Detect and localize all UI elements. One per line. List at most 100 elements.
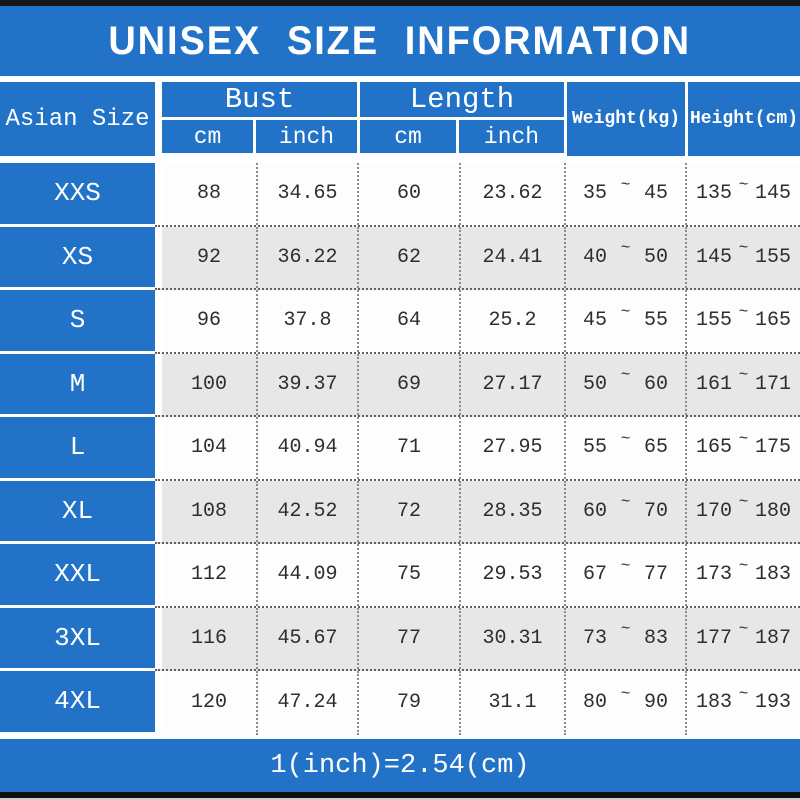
weight-min: 50 [583, 372, 608, 396]
top-frame-bar [0, 0, 800, 6]
height-range-cell: 165 ~175 [685, 417, 800, 479]
table-header: Asian Size Bust cm inch Length cm inch W… [0, 82, 800, 156]
weight-max: 50 [643, 245, 668, 269]
header-bust-cm: cm [162, 120, 256, 153]
length-cm-cell: 79 [357, 671, 459, 735]
bust-inch-cell: 34.65 [256, 163, 357, 225]
length-inch-cell: 30.31 [459, 607, 564, 669]
header-bust-label: Bust [162, 82, 357, 120]
table-row: XXL 112 44.09 75 29.53 67 ~77 173 ~183 [0, 544, 800, 608]
header-length-label: Length [360, 82, 564, 120]
bust-inch-cell: 40.94 [256, 417, 357, 479]
row-data: 112 44.09 75 29.53 67 ~77 173 ~183 [155, 544, 800, 608]
weight-min: 67 [583, 563, 608, 587]
tilde-glyph: ~ [620, 684, 631, 703]
height-range-cell: 170 ~180 [685, 480, 800, 542]
height-max: 145 [754, 182, 791, 206]
length-cm-cell: 71 [357, 417, 459, 479]
header-length-cm: cm [360, 120, 459, 153]
length-cm-cell: 62 [357, 226, 459, 288]
length-cm-cell: 77 [357, 607, 459, 669]
header-bust-subrow: cm inch [162, 120, 357, 153]
length-inch-cell: 28.35 [459, 480, 564, 542]
height-max: 180 [754, 499, 791, 523]
height-min: 161 [696, 372, 733, 396]
length-inch-cell: 24.41 [459, 226, 564, 288]
column-gap [155, 671, 162, 735]
bust-cm-cell: 96 [196, 309, 221, 333]
row-data: 92 36.22 62 24.41 40 ~50 145 ~155 [155, 226, 800, 290]
conversion-note: 1(inch)=2.54(cm) [270, 750, 530, 781]
weight-min: 40 [583, 245, 608, 269]
size-cell: XXL [0, 544, 155, 608]
header-asian-size: Asian Size [0, 82, 155, 156]
height-min: 135 [696, 182, 733, 206]
bust-cm-cell: 108 [190, 499, 227, 523]
height-min: 155 [696, 309, 733, 333]
size-cell: XL [0, 480, 155, 544]
table-row: XS 92 36.22 62 24.41 40 ~50 145 ~155 [0, 226, 800, 290]
size-cell: XS [0, 226, 155, 290]
row-data: 116 45.67 77 30.31 73 ~83 177 ~187 [155, 607, 800, 671]
tilde-glyph: ~ [738, 175, 749, 194]
weight-range-cell: 35 ~45 [564, 163, 685, 225]
size-cell: S [0, 290, 155, 354]
tilde-glyph: ~ [738, 556, 749, 575]
tilde-glyph: ~ [738, 684, 749, 703]
height-max: 175 [754, 436, 791, 460]
length-cm-cell: 64 [357, 290, 459, 352]
weight-min: 55 [583, 436, 608, 460]
height-range-cell: 145 ~155 [685, 226, 800, 288]
height-min: 173 [696, 563, 733, 587]
header-length-group: Length cm inch [360, 82, 564, 156]
row-data: 104 40.94 71 27.95 55 ~65 165 ~175 [155, 417, 800, 481]
bust-inch-cell: 37.8 [256, 290, 357, 352]
height-max: 155 [754, 245, 791, 269]
header-height: Height(cm) [688, 82, 800, 156]
column-gap [155, 417, 162, 479]
row-data: 108 42.52 72 28.35 60 ~70 170 ~180 [155, 480, 800, 544]
title-separator [0, 76, 800, 82]
title-band: UNISEX SIZE INFORMATION [0, 6, 800, 76]
height-max: 193 [754, 691, 791, 715]
bottom-edge-strip [0, 798, 800, 800]
bottom-frame-bar [0, 792, 800, 798]
weight-range-cell: 55 ~65 [564, 417, 685, 479]
height-range-cell: 161 ~171 [685, 353, 800, 415]
size-cell: XXS [0, 163, 155, 227]
tilde-glyph: ~ [738, 366, 749, 385]
tilde-glyph: ~ [620, 429, 631, 448]
size-cell: M [0, 353, 155, 417]
table-row: XXS 88 34.65 60 23.62 35 ~45 135 ~145 [0, 163, 800, 227]
height-range-cell: 173 ~183 [685, 544, 800, 606]
weight-max: 77 [643, 563, 668, 587]
weight-max: 60 [643, 372, 668, 396]
tilde-glyph: ~ [738, 429, 749, 448]
weight-max: 65 [643, 436, 668, 460]
height-max: 183 [754, 563, 791, 587]
column-gap [155, 607, 162, 669]
height-range-cell: 183 ~193 [685, 671, 800, 735]
column-gap [155, 163, 162, 225]
bust-inch-cell: 42.52 [256, 480, 357, 542]
tilde-glyph: ~ [620, 493, 631, 512]
weight-min: 73 [583, 626, 608, 650]
weight-min: 45 [583, 309, 608, 333]
page-title: UNISEX SIZE INFORMATION [108, 18, 692, 63]
bust-cm-cell: 88 [196, 182, 221, 206]
weight-range-cell: 67 ~77 [564, 544, 685, 606]
bust-cm-cell: 100 [190, 372, 227, 396]
row-data: 96 37.8 64 25.2 45 ~55 155 ~165 [155, 290, 800, 354]
bust-cm-cell: 116 [190, 626, 227, 650]
table-row: S 96 37.8 64 25.2 45 ~55 155 ~165 [0, 290, 800, 354]
column-gap [155, 226, 162, 288]
column-gap [155, 290, 162, 352]
size-cell: 3XL [0, 607, 155, 671]
header-bust-inch: inch [256, 120, 357, 153]
height-range-cell: 155 ~165 [685, 290, 800, 352]
column-gap [155, 544, 162, 606]
height-min: 145 [696, 245, 733, 269]
length-cm-cell: 60 [357, 163, 459, 225]
weight-range-cell: 50 ~60 [564, 353, 685, 415]
